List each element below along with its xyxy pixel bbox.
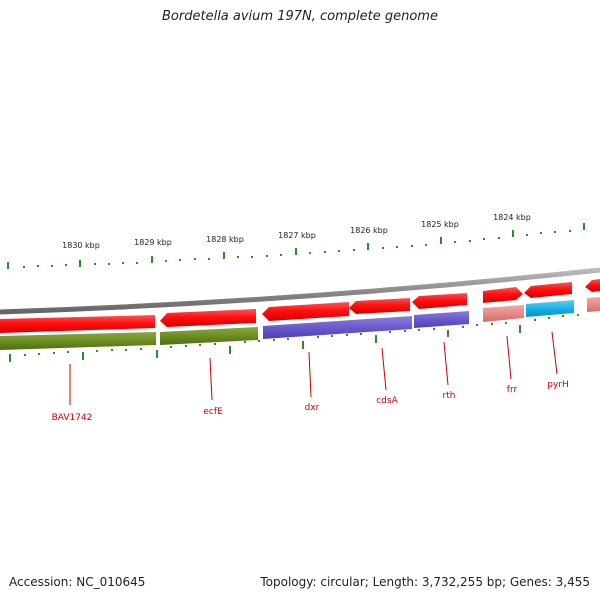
outer-scale: 1830 kbp 1829 kbp 1828 kbp 1827 kbp 1826…	[7, 213, 585, 269]
accession-text: Accession: NC_010645	[9, 575, 146, 589]
genome-summary-text: Topology: circular; Length: 3,732,255 bp…	[260, 575, 590, 589]
gene-label-cdsa: cdsA	[376, 396, 398, 406]
gene-feature-fwd-8	[585, 279, 600, 292]
inner-ticks	[9, 314, 579, 362]
gene-feature-fwd-7	[524, 282, 572, 298]
leader-dxr	[308, 351, 312, 398]
gene-label-pyrh: pyrH	[547, 380, 569, 390]
leader-frr	[506, 335, 512, 380]
gene-feature-bav1742	[0, 332, 156, 350]
gene-feature-fwd-1	[0, 315, 155, 333]
map-title: Bordetella avium 197N, complete genome	[162, 9, 438, 24]
gene-feature-edge	[587, 297, 600, 312]
scale-label-1826: 1826 kbp	[350, 226, 388, 235]
gene-feature-frr	[483, 305, 524, 322]
leader-rth	[443, 341, 449, 386]
genome-backbone	[0, 267, 600, 315]
gene-feature-fwd-3	[262, 302, 349, 321]
scale-label-1830: 1830 kbp	[62, 241, 100, 250]
scale-label-1824: 1824 kbp	[493, 213, 531, 222]
gene-feature-rth	[414, 311, 469, 328]
scale-label-1825: 1825 kbp	[421, 220, 459, 229]
gene-labels: BAV1742 ecfE dxr cdsA rth frr pyrH	[52, 380, 569, 423]
leader-ecfe	[209, 357, 213, 401]
gene-feature-pyrh	[526, 300, 574, 317]
gene-label-bav1742: BAV1742	[52, 413, 93, 423]
leader-cdsa	[381, 347, 387, 391]
gene-label-rth: rth	[443, 391, 456, 401]
outer-ticks	[7, 223, 585, 269]
gene-feature-fwd-4	[349, 298, 410, 314]
scale-label-1827: 1827 kbp	[278, 231, 316, 240]
scale-label-1829: 1829 kbp	[134, 238, 172, 247]
gene-feature-fwd-2	[160, 309, 256, 327]
reverse-strand-genes	[0, 297, 600, 350]
leader-pyrh	[551, 331, 558, 375]
scale-label-1828: 1828 kbp	[206, 235, 244, 244]
gene-label-dxr: dxr	[305, 403, 320, 413]
gene-feature-fwd-6	[483, 287, 523, 303]
gene-feature-ecfe	[160, 327, 258, 345]
forward-strand-genes	[0, 279, 600, 333]
gene-label-leaders	[69, 331, 558, 405]
gene-label-frr: frr	[507, 385, 518, 395]
gene-feature-dxr	[263, 316, 412, 339]
gene-label-ecfe: ecfE	[203, 407, 223, 417]
gene-feature-fwd-5	[412, 293, 467, 309]
